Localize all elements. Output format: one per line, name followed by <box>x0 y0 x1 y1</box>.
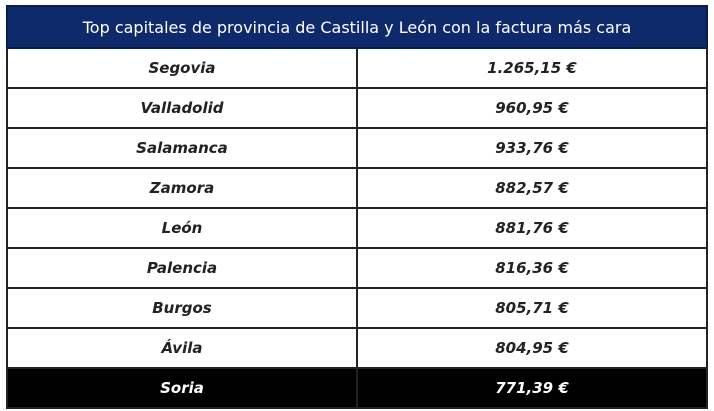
table-row: Palencia 816,36 € <box>6 247 708 289</box>
price-cell: 960,95 € <box>356 87 708 129</box>
city-cell: Ávila <box>6 327 358 369</box>
table-row: Soria 771,39 € <box>6 367 708 409</box>
table-title: Top capitales de provincia de Castilla y… <box>6 5 708 49</box>
table-row: Salamanca 933,76 € <box>6 127 708 169</box>
price-cell: 805,71 € <box>356 287 708 329</box>
price-cell: 933,76 € <box>356 127 708 169</box>
city-cell: Salamanca <box>6 127 358 169</box>
price-cell: 816,36 € <box>356 247 708 289</box>
table-row: Ávila 804,95 € <box>6 327 708 369</box>
header-row: Top capitales de provincia de Castilla y… <box>6 5 708 49</box>
price-cell: 771,39 € <box>356 367 708 409</box>
table-row: Zamora 882,57 € <box>6 167 708 209</box>
table-row: Segovia 1.265,15 € <box>6 47 708 89</box>
table-row: León 881,76 € <box>6 207 708 249</box>
city-cell: Segovia <box>6 47 358 89</box>
table-wrap: Top capitales de provincia de Castilla y… <box>6 5 708 409</box>
city-cell: León <box>6 207 358 249</box>
price-cell: 882,57 € <box>356 167 708 209</box>
table-head: Top capitales de provincia de Castilla y… <box>6 5 708 49</box>
city-cell: Palencia <box>6 247 358 289</box>
price-table: Top capitales de provincia de Castilla y… <box>6 5 708 409</box>
price-cell: 881,76 € <box>356 207 708 249</box>
table-row: Valladolid 960,95 € <box>6 87 708 129</box>
table-row: Burgos 805,71 € <box>6 287 708 329</box>
table-body: Segovia 1.265,15 € Valladolid 960,95 € Salam… <box>6 47 708 409</box>
price-cell: 804,95 € <box>356 327 708 369</box>
city-cell: Soria <box>6 367 358 409</box>
city-cell: Zamora <box>6 167 358 209</box>
price-cell: 1.265,15 € <box>356 47 708 89</box>
city-cell: Valladolid <box>6 87 358 129</box>
city-cell: Burgos <box>6 287 358 329</box>
